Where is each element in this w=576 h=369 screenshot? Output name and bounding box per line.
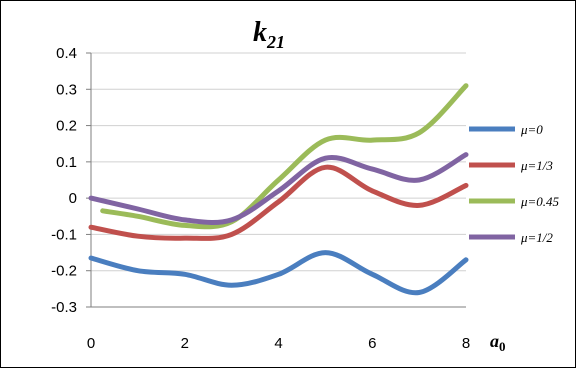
y-tick-label: 0.2 — [56, 118, 77, 135]
y-tick-label: -0.3 — [51, 299, 77, 316]
chart-title-main: k — [253, 17, 267, 48]
y-tick-label: 0.4 — [56, 45, 77, 62]
x-axis-label-main: a — [490, 331, 499, 351]
legend-label: μ=0 — [520, 122, 543, 137]
x-tick-labels: 0 2 4 6 8 — [87, 335, 470, 352]
x-tick-label: 6 — [368, 335, 376, 352]
y-tick-label: -0.2 — [51, 263, 77, 280]
legend: μ=0 μ=1/3 μ=0.45 μ=1/2 — [469, 122, 560, 245]
y-tick-label: 0.1 — [56, 154, 77, 171]
axes — [86, 52, 466, 308]
y-tick-label: 0.3 — [56, 81, 77, 98]
chart-title: k21 — [253, 17, 285, 52]
x-axis-label: a0 — [490, 331, 506, 354]
series-line — [88, 164, 469, 241]
x-tick-label: 8 — [462, 335, 470, 352]
legend-label: μ=1/3 — [520, 158, 553, 173]
series-line — [88, 250, 469, 296]
x-axis-label-subscript: 0 — [499, 339, 506, 354]
y-tick-labels: 0.4 0.3 0.2 0.1 0 -0.1 -0.2 -0.3 — [51, 45, 77, 316]
x-tick-label: 0 — [87, 335, 95, 352]
series-lines — [88, 83, 469, 296]
y-tick-label: -0.1 — [51, 226, 77, 243]
series-line — [100, 83, 469, 230]
chart-title-subscript: 21 — [266, 32, 285, 52]
y-tick-label: 0 — [69, 190, 77, 207]
series-line — [88, 152, 469, 226]
legend-label: μ=1/2 — [520, 230, 553, 245]
legend-label: μ=0.45 — [520, 194, 560, 209]
x-tick-label: 4 — [274, 335, 282, 352]
x-tick-label: 2 — [181, 335, 189, 352]
